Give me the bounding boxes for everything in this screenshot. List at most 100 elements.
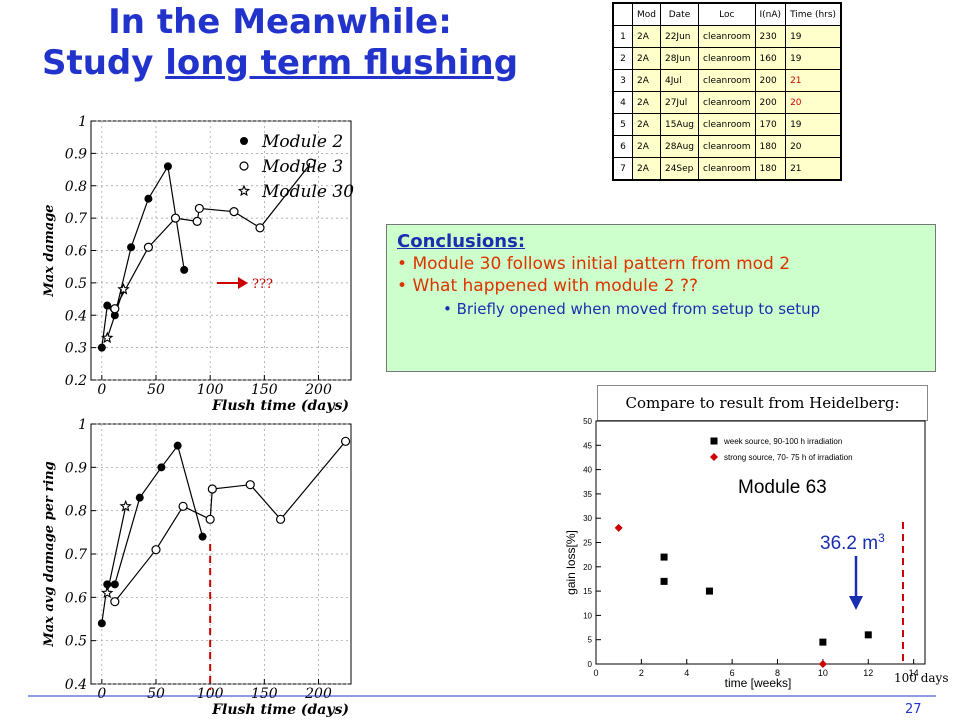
conclusion-bullet-2: • What happened with module 2 ?? — [397, 276, 699, 296]
data-point-star — [237, 184, 251, 197]
data-point-diamond — [710, 453, 718, 461]
conclusions-box: Conclusions: • Module 30 follows initial… — [386, 224, 936, 372]
x-tick-label: 150 — [251, 382, 278, 398]
data-point-filled — [135, 493, 144, 502]
table-cell-time: 20 — [785, 91, 842, 114]
table-cell-date: 28Jun — [659, 47, 700, 70]
y-tick-label: 0.8 — [65, 179, 87, 195]
conclusion-sub-bullet: • Briefly opened when moved from setup t… — [443, 300, 821, 318]
table-row: 6 2A 28Aug cleanroom 180 20 — [612, 135, 842, 158]
table-row: 3 2A 4Jul cleanroom 200 21 — [612, 69, 842, 92]
data-point-square — [819, 638, 827, 646]
data-point-open — [205, 514, 215, 524]
y-tick-label: 0.4 — [65, 677, 87, 693]
data-point-filled — [110, 580, 119, 589]
conclusions-heading: Conclusions: — [397, 231, 526, 252]
y-tick-label: 10 — [583, 611, 592, 620]
x-axis-label: Flush time (days) — [211, 398, 349, 414]
title-line-2: Study long term flushing — [10, 43, 550, 84]
y-tick-label: 0.5 — [65, 276, 87, 292]
y-tick-label: 0.7 — [65, 547, 87, 563]
table-header-row: Mod Date Loc I(nA) Time (hrs) — [612, 2, 842, 26]
y-tick-label: 0.8 — [65, 504, 87, 520]
table-cell-i: 180 — [754, 135, 787, 158]
table-row: 1 2A 22Jun cleanroom 230 19 — [612, 25, 842, 48]
data-point-diamond — [614, 523, 623, 532]
data-point-filled — [180, 265, 189, 274]
y-tick-label: 0.9 — [65, 146, 87, 162]
table-cell-time: 19 — [785, 47, 842, 70]
data-point-square — [864, 631, 872, 639]
y-tick-label: 0.9 — [65, 460, 87, 476]
data-point-filled — [157, 463, 166, 472]
table-cell-loc: cleanroom — [698, 69, 756, 92]
y-tick-label: 0 — [588, 660, 593, 669]
plot-frame — [595, 420, 926, 665]
data-point-filled — [97, 619, 106, 628]
table-cell-loc: cleanroom — [698, 135, 756, 158]
y-tick-label: 50 — [583, 417, 592, 426]
data-point-open — [340, 436, 351, 446]
avg-damage-chart: 0 50 100 150 200 0.4 0.5 0.6 0.7 0.8 0.9 1 Flush tim… — [42, 417, 352, 718]
y-tick-label: 0.3 — [65, 341, 87, 357]
series-line — [114, 440, 347, 603]
data-point-filled — [97, 343, 106, 352]
data-point-filled — [240, 137, 248, 145]
data-point-open — [245, 480, 255, 490]
table-cell-mod: 2A — [632, 69, 661, 92]
y-tick-label: 15 — [583, 587, 592, 596]
module63-label: Module 63 — [738, 477, 827, 498]
y-axis-label: Max avg damage per ring — [42, 461, 57, 647]
series-line — [114, 162, 312, 310]
table-header: Time (hrs) — [785, 2, 842, 26]
table-header: Date — [659, 2, 700, 26]
table-cell-mod: 2A — [632, 47, 661, 70]
table-cell-mod: 2A — [632, 25, 661, 48]
y-tick-label: 1 — [78, 417, 87, 433]
x-tick-label: 150 — [251, 686, 278, 702]
y-axis-label: gain loss[%] — [564, 530, 578, 595]
legend-label: Module 3 — [261, 157, 343, 177]
y-tick-label: 40 — [583, 466, 592, 475]
table-cell-loc: cleanroom — [698, 91, 756, 114]
data-point-star — [119, 499, 132, 512]
page-number: 27 — [905, 702, 922, 717]
x-tick-label: 200 — [304, 686, 332, 702]
max-damage-chart: 0 50 100 150 200 0.2 0.3 0.4 0.5 0.6 0.7 0.8 0.9 1 Flu… — [42, 114, 354, 414]
x-tick-label: 0 — [97, 382, 106, 398]
data-point-star — [117, 282, 130, 295]
table-cell-time: 21 — [785, 69, 842, 92]
x-tick-label: 0 — [97, 686, 106, 702]
data-point-open — [110, 597, 120, 607]
x-tick-label: 100 — [197, 686, 224, 702]
data-point-diamond — [818, 660, 827, 668]
data-point-open — [306, 158, 316, 168]
conclusion-sub-text: Briefly opened when moved from setup to … — [456, 300, 821, 318]
x-tick-label: 14 — [909, 668, 919, 678]
y-tick-label: 5 — [588, 636, 593, 645]
title-prefix: Study — [41, 43, 166, 83]
x-tick-label: 50 — [147, 382, 165, 398]
data-point-open — [255, 223, 265, 233]
y-tick-label: 1 — [78, 114, 87, 130]
legend-label: week source, 90-100 h irradiation — [723, 437, 842, 446]
x-axis-label: time [weeks] — [725, 676, 792, 690]
y-tick-label: 0.5 — [65, 634, 87, 650]
x-tick-label: 4 — [684, 668, 689, 678]
slide-title: In the Meanwhile: Study long term flushi… — [10, 2, 550, 84]
data-point-square — [710, 437, 718, 445]
table-cell-time: 20 — [785, 135, 842, 158]
question-marks: ??? — [252, 277, 273, 292]
data-point-open — [110, 304, 120, 314]
legend-label: Module 30 — [261, 182, 354, 202]
y-tick-label: 0.6 — [65, 244, 87, 260]
y-axis-label: Max damage — [42, 204, 57, 297]
legend-label: Module 2 — [261, 132, 343, 152]
data-point-open — [275, 514, 286, 524]
series-line — [106, 506, 127, 594]
title-line-1: In the Meanwhile: — [108, 2, 452, 42]
title-underlined: long term flushing — [165, 43, 519, 83]
y-tick-label: 0.7 — [65, 211, 87, 227]
table-cell-date: 27Jul — [659, 91, 700, 114]
